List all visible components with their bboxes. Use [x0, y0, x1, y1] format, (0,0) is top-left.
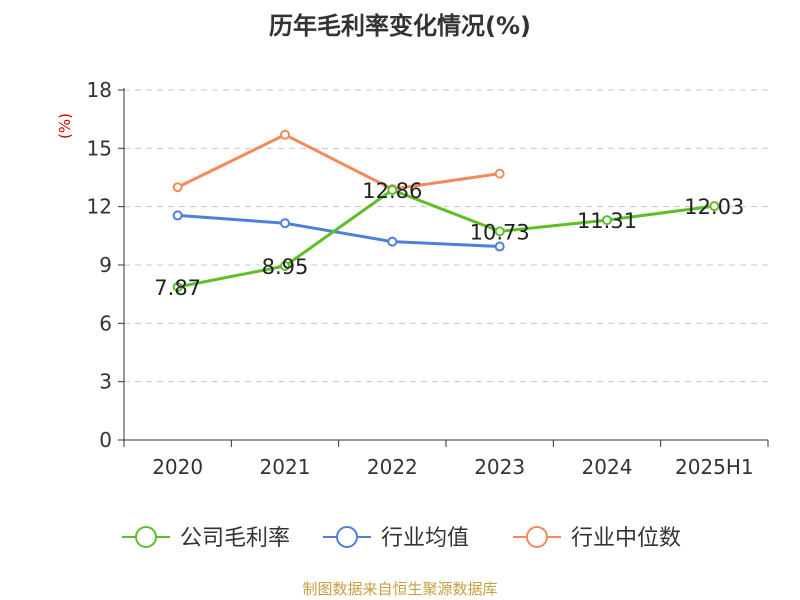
data-label: 12.86 — [362, 179, 422, 203]
x-tick-label: 2024 — [582, 455, 633, 479]
data-point — [494, 226, 505, 237]
data-point — [280, 129, 290, 140]
y-tick-label: 18 — [87, 78, 112, 102]
y-tick-label: 9 — [99, 253, 112, 277]
data-point — [172, 281, 183, 292]
x-tick-label: 2022 — [367, 455, 418, 479]
data-point — [494, 168, 505, 179]
data-point — [602, 215, 612, 226]
y-tick-label: 3 — [99, 370, 112, 394]
legend-marker — [526, 526, 548, 548]
data-point — [280, 260, 290, 271]
data-label: 8.95 — [262, 255, 309, 279]
data-point — [387, 184, 398, 195]
x-tick-label: 2025H1 — [675, 455, 754, 479]
source-note: 制图数据来自恒生聚源数据库 — [302, 580, 498, 598]
x-tick-label: 2020 — [152, 455, 203, 479]
data-label: 12.03 — [684, 195, 744, 219]
data-point — [172, 210, 183, 221]
data-point — [494, 241, 505, 252]
data-label: 7.87 — [154, 276, 201, 300]
y-tick-label: 0 — [99, 428, 112, 452]
y-tick-label: 15 — [87, 136, 112, 160]
series-line-1 — [177, 213, 500, 249]
data-point — [172, 182, 183, 193]
chart-title: 历年毛利率变化情况(%) — [269, 12, 531, 40]
x-tick-label: 2023 — [474, 455, 525, 479]
legend-label: 行业中位数 — [571, 526, 681, 551]
y-tick-label: 6 — [99, 311, 112, 335]
data-label: 11.31 — [577, 209, 637, 233]
data-label: 10.73 — [470, 220, 530, 244]
series-line-0 — [177, 188, 715, 289]
legend-label: 行业均值 — [381, 526, 469, 551]
legend-marker — [336, 526, 358, 548]
x-tick-label: 2021 — [260, 455, 311, 479]
legend-label: 公司毛利率 — [180, 526, 290, 551]
data-point — [709, 201, 720, 212]
legend-marker — [135, 526, 157, 548]
y-tick-label: 12 — [87, 195, 112, 219]
y-axis-label: (%) — [56, 113, 74, 139]
series-line-2 — [177, 133, 500, 191]
data-point — [280, 218, 290, 229]
data-point — [387, 236, 398, 247]
